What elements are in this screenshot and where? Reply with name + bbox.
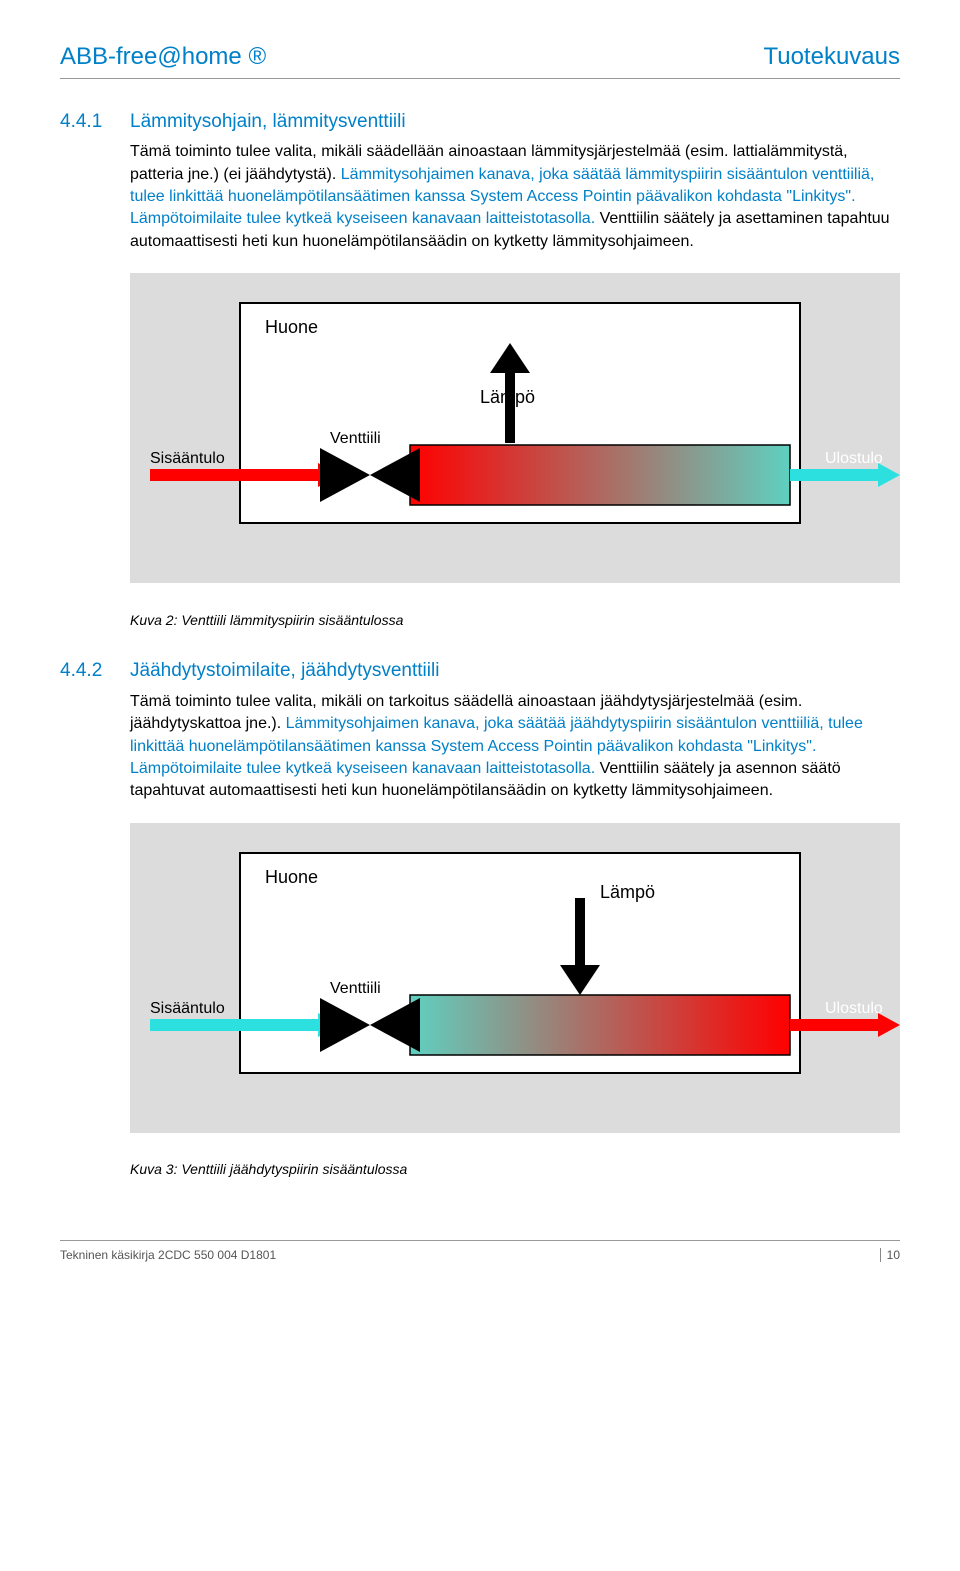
section-heading-441: 4.4.1 Lämmitysohjain, lämmitysventtiili <box>60 109 900 136</box>
page-footer: Tekninen käsikirja 2CDC 550 004 D1801 10 <box>60 1240 900 1264</box>
figure-caption-3: Kuva 3: Venttiili jäähdytyspiirin sisään… <box>130 1160 900 1180</box>
svg-text:Ulostulo: Ulostulo <box>825 1000 883 1017</box>
header-brand: ABB-free@home ® <box>60 40 266 74</box>
footer-doc-id: Tekninen käsikirja 2CDC 550 004 D1801 <box>60 1247 276 1264</box>
svg-text:Lämpö: Lämpö <box>600 882 655 902</box>
section-num: 4.4.2 <box>60 658 130 685</box>
section-title: Lämmitysohjain, lämmitysventtiili <box>130 109 406 136</box>
svg-text:Sisääntulo: Sisääntulo <box>150 450 225 467</box>
svg-text:Venttiili: Venttiili <box>330 980 381 997</box>
footer-page-num: 10 <box>876 1247 900 1264</box>
section-title: Jäähdytystoimilaite, jäähdytysventtiili <box>130 658 439 685</box>
section-body-441: Tämä toiminto tulee valita, mikäli sääde… <box>130 141 900 253</box>
header-section: Tuotekuvaus <box>763 40 900 74</box>
section-body-442: Tämä toiminto tulee valita, mikäli on ta… <box>130 691 900 803</box>
diagram-heating: Huone Lämpö Sisääntulo Venttiili Ulostul… <box>130 273 900 590</box>
diagram-cooling: Huone Lämpö Sisääntulo Venttiili Ulostul… <box>130 823 900 1140</box>
figure-caption-2: Kuva 2: Venttiili lämmityspiirin sisäänt… <box>130 611 900 631</box>
svg-text:Sisääntulo: Sisääntulo <box>150 1000 225 1017</box>
section-num: 4.4.1 <box>60 109 130 136</box>
page-header: ABB-free@home ® Tuotekuvaus <box>60 40 900 79</box>
section-heading-442: 4.4.2 Jäähdytystoimilaite, jäähdytysvent… <box>60 658 900 685</box>
svg-text:Huone: Huone <box>265 317 318 337</box>
svg-text:Venttiili: Venttiili <box>330 430 381 447</box>
svg-text:Huone: Huone <box>265 867 318 887</box>
svg-text:Ulostulo: Ulostulo <box>825 450 883 467</box>
